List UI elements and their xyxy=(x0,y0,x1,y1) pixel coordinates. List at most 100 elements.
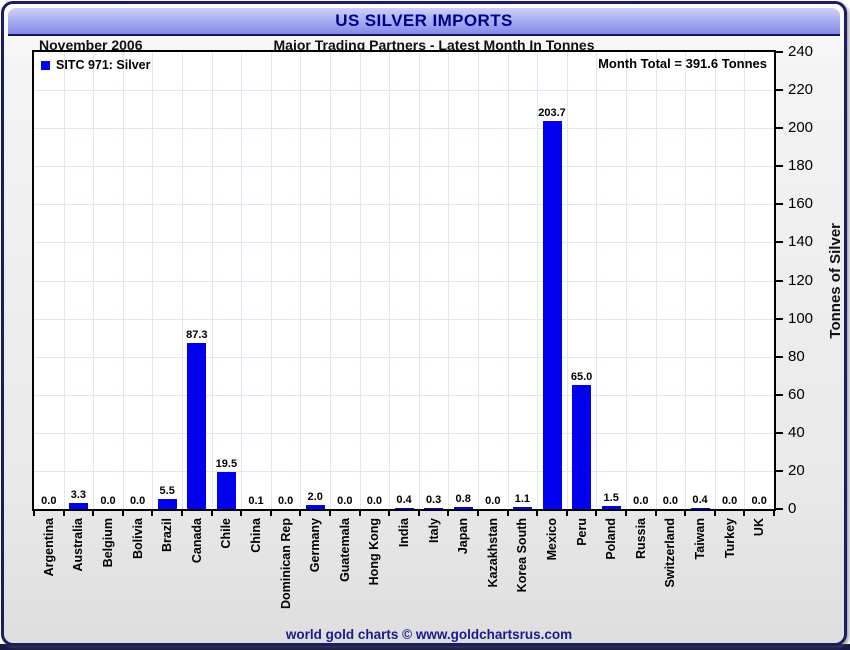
bar xyxy=(572,385,592,509)
bar-value-label: 0.1 xyxy=(248,494,264,507)
x-axis-tick xyxy=(269,511,272,516)
y-axis-tick-label: 160 xyxy=(788,195,814,213)
x-axis-tick xyxy=(536,511,539,516)
x-axis-category-label: Poland xyxy=(604,518,619,560)
bars-layer: 0.0 3.3 0.0 0.0 5.5 87.3 19.5 0.1 0.0 2.0 0.0 0.0 0.… xyxy=(34,52,774,509)
y-axis-tick-label: 140 xyxy=(788,233,814,251)
bar-value-label: 2.0 xyxy=(307,491,323,504)
bar-value-label: 0.0 xyxy=(485,495,501,507)
x-axis-category-label: Australia xyxy=(71,518,86,572)
bar-value-label: 5.5 xyxy=(159,484,175,497)
x-axis-tick xyxy=(654,511,657,516)
x-axis-category-label: Germany xyxy=(308,518,323,573)
bar xyxy=(68,502,88,509)
bar-value-label: 0.0 xyxy=(129,495,146,507)
window-bottom-edge xyxy=(0,644,850,650)
x-axis-tick xyxy=(121,511,124,516)
bar xyxy=(394,508,414,509)
y-axis-tick xyxy=(776,355,783,358)
gridline-vertical xyxy=(330,52,331,509)
x-axis-tick xyxy=(625,511,627,516)
y-axis-tick-label: 200 xyxy=(788,119,814,137)
x-axis-category-label: Hong Kong xyxy=(367,518,382,586)
x-axis-tick xyxy=(299,511,302,516)
y-axis-tick-label: 100 xyxy=(788,309,814,327)
x-axis-tick xyxy=(506,511,509,516)
chart-subtitle: Major Trading Partners - Latest Month In… xyxy=(273,37,595,53)
month-total-annotation: Month Total = 391.6 Tonnes xyxy=(598,56,767,71)
y-axis-tick-label: 80 xyxy=(788,347,805,365)
gridline-vertical xyxy=(507,52,509,509)
x-axis-category-label: Argentina xyxy=(41,518,56,577)
x-axis-category-label: Japan xyxy=(456,518,471,555)
x-axis-category-label: Korea South xyxy=(515,518,530,593)
bar xyxy=(216,471,236,509)
bar-value-label: 0.4 xyxy=(396,494,412,507)
x-axis-tick xyxy=(210,511,213,516)
gridline-vertical xyxy=(182,52,183,509)
gridline-vertical xyxy=(211,52,213,509)
gridline-vertical xyxy=(300,52,302,509)
y-axis-tick xyxy=(776,127,783,130)
x-axis-category-label: Russia xyxy=(633,518,648,559)
x-axis-category-label: Switzerland xyxy=(663,518,678,588)
y-axis-tick xyxy=(776,431,783,434)
bar xyxy=(512,506,532,509)
x-axis-tick xyxy=(329,511,331,516)
gridline-vertical xyxy=(448,52,450,509)
y-axis-tick-label: 180 xyxy=(788,157,814,175)
gridline-horizontal xyxy=(34,204,774,206)
y-axis-tick-label: 220 xyxy=(788,81,814,99)
bar-value-label: 0.8 xyxy=(455,493,471,506)
gridline-horizontal xyxy=(34,90,774,92)
y-axis-tick xyxy=(776,393,783,396)
x-axis-tick xyxy=(388,511,391,516)
x-axis-tick xyxy=(565,511,568,516)
gridline-vertical xyxy=(270,52,272,509)
x-axis-tick xyxy=(773,511,775,516)
gridline-horizontal xyxy=(34,166,774,168)
gridline-vertical xyxy=(389,52,391,509)
x-axis-tick xyxy=(181,511,183,516)
bar-value-label: 0.0 xyxy=(633,495,649,507)
gridline-vertical xyxy=(63,52,65,509)
gridline-horizontal xyxy=(34,356,774,358)
bar xyxy=(187,342,207,509)
x-axis-tick xyxy=(417,511,420,516)
bar-value-label: 0.0 xyxy=(41,495,57,507)
x-axis-category-label: Peru xyxy=(574,518,589,546)
x-axis-category-label: Italy xyxy=(426,518,441,544)
gridline-horizontal xyxy=(34,394,774,396)
gridline-vertical xyxy=(714,52,716,509)
x-axis-tick xyxy=(358,511,361,516)
x-axis-category-label: Turkey xyxy=(722,518,737,559)
legend-series-label: SITC 971: Silver xyxy=(56,58,151,72)
gridline-vertical xyxy=(241,52,243,509)
bar-value-label: 0.0 xyxy=(662,495,679,507)
bar-value-label: 1.1 xyxy=(514,492,531,505)
y-axis-tick xyxy=(776,165,783,168)
legend: SITC 971: Silver xyxy=(41,58,151,72)
gridline-vertical xyxy=(744,52,746,509)
bar-value-label: 0.0 xyxy=(277,495,294,507)
bar-value-label: 1.5 xyxy=(603,492,619,505)
y-axis-tick-label: 40 xyxy=(788,423,805,441)
y-axis-tick xyxy=(776,508,783,510)
bar-value-label: 203.7 xyxy=(538,107,566,120)
gridline-vertical xyxy=(685,52,687,509)
bar-value-label: 3.3 xyxy=(70,488,87,501)
x-axis-tick xyxy=(447,511,450,516)
bar xyxy=(424,508,444,509)
bar xyxy=(690,508,710,509)
x-axis-category-label: Brazil xyxy=(160,518,175,553)
x-axis-tick xyxy=(595,511,598,516)
gridline-horizontal xyxy=(34,242,774,244)
bar-value-label: 0.0 xyxy=(366,495,383,507)
gridline-horizontal xyxy=(34,128,774,130)
date-label: November 2006 xyxy=(39,37,143,53)
y-axis-tick xyxy=(776,469,783,472)
y-axis-tick-label: 60 xyxy=(788,385,805,403)
gridline-horizontal xyxy=(34,432,774,434)
x-axis-tick xyxy=(684,511,687,516)
x-axis-category-label: UK xyxy=(752,518,767,537)
